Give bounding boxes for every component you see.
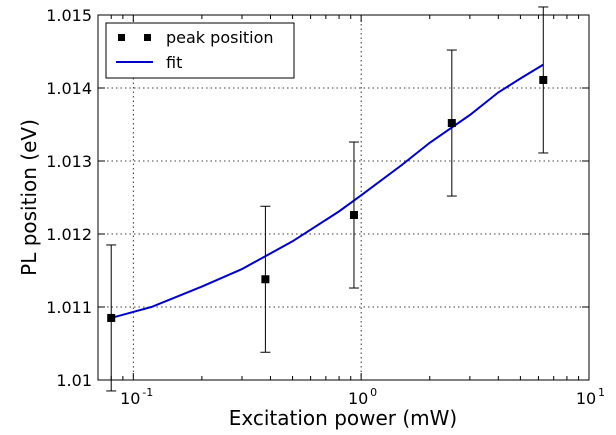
x-tick-label: 10 bbox=[576, 389, 596, 408]
legend-box bbox=[105, 22, 295, 79]
y-tick-label: 1.014 bbox=[46, 79, 92, 98]
data-point bbox=[349, 211, 358, 220]
y-axis-title: PL position (eV) bbox=[17, 119, 41, 276]
legend-marker-left bbox=[118, 34, 125, 41]
fit-line bbox=[110, 63, 544, 319]
y-tick-label: 1.012 bbox=[46, 225, 92, 244]
x-axis-title: Excitation power (mW) bbox=[229, 406, 457, 430]
fit-series bbox=[110, 63, 544, 319]
x-tick-labels: 10 -1 10 0 10 1 bbox=[120, 386, 605, 408]
x-tick-label: 10 bbox=[348, 389, 368, 408]
data-point bbox=[539, 75, 548, 84]
x-tick-label: 10 bbox=[120, 389, 140, 408]
ticks bbox=[98, 14, 590, 381]
data-point bbox=[261, 275, 270, 284]
x-tick-exponent: -1 bbox=[142, 386, 153, 399]
x-tick-exponent: 0 bbox=[370, 386, 377, 399]
peak-position-series bbox=[106, 6, 549, 392]
y-tick-label: 1.01 bbox=[56, 371, 92, 390]
y-tick-labels: 1.01 1.011 1.012 1.013 1.014 1.015 bbox=[46, 6, 92, 390]
grid bbox=[98, 15, 589, 380]
data-point bbox=[107, 313, 116, 322]
data-point bbox=[447, 119, 456, 128]
legend-marker-right bbox=[144, 34, 151, 41]
y-tick-label: 1.013 bbox=[46, 152, 92, 171]
y-tick-label: 1.011 bbox=[46, 298, 92, 317]
x-tick-exponent: 1 bbox=[598, 386, 605, 399]
y-tick-label: 1.015 bbox=[46, 6, 92, 25]
plot-frame bbox=[97, 14, 590, 381]
legend-label-peak-position: peak position bbox=[166, 28, 274, 47]
legend: peak position fit bbox=[105, 22, 295, 79]
legend-label-fit: fit bbox=[166, 53, 182, 72]
